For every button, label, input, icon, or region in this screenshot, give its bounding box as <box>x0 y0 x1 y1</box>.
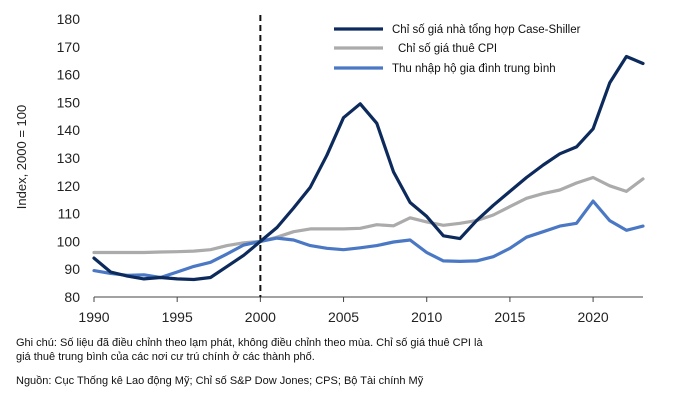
note-line-1: Ghi chú: Số liệu đã điều chỉnh theo lạm … <box>16 337 483 349</box>
y-tick-label: 110 <box>58 206 81 222</box>
y-tick-label: 100 <box>57 233 81 249</box>
legend-label: Thu nhập hộ gia đình trung bình <box>392 63 556 75</box>
legend-label: Chỉ số giá nhà tổng hợp Case-Shiller <box>392 24 581 36</box>
x-tick-label: 1990 <box>78 309 109 325</box>
y-tick-label: 180 <box>57 11 81 27</box>
y-axis-label: Index, 2000 = 100 <box>14 105 29 209</box>
y-tick-label: 120 <box>57 178 81 194</box>
note-line-2: giá thuê trung bình của các nơi cư trú c… <box>16 351 315 363</box>
y-tick-label: 90 <box>64 261 80 277</box>
y-tick-label: 130 <box>57 150 81 166</box>
x-axis: 1990 1995 2000 2005 2010 2015 2020 <box>78 297 609 325</box>
chart-notes: Ghi chú: Số liệu đã điều chỉnh theo lạm … <box>16 336 666 364</box>
x-tick-label: 2010 <box>411 309 442 325</box>
line-chart: Index, 2000 = 100 80 90 100 110 120 130 140 150… <box>14 11 645 325</box>
x-tick-label: 2020 <box>578 309 609 325</box>
y-tick-label: 80 <box>64 289 80 305</box>
x-tick-label: 2000 <box>245 309 276 325</box>
y-axis: 80 90 100 110 120 130 140 150 160 170 180 <box>57 11 81 305</box>
x-tick-label: 2015 <box>494 309 525 325</box>
household-income-line <box>92 199 645 280</box>
y-tick-label: 140 <box>57 122 81 138</box>
case-shiller-line <box>92 54 645 282</box>
y-tick-label: 170 <box>57 39 81 55</box>
y-tick-label: 160 <box>57 67 81 83</box>
legend-label: Chỉ số giá thuê CPI <box>398 43 497 55</box>
source-note: Nguồn: Cục Thống kê Lao động Mỹ; Chỉ số … <box>16 375 424 387</box>
series-layer <box>92 54 645 282</box>
x-tick-label: 2005 <box>328 309 359 325</box>
x-tick-label: 1995 <box>162 309 193 325</box>
legend: Chỉ số giá nhà tổng hợp Case-Shiller Chỉ … <box>334 24 581 75</box>
cpi-rent-line <box>92 175 645 255</box>
y-tick-label: 150 <box>57 94 81 110</box>
